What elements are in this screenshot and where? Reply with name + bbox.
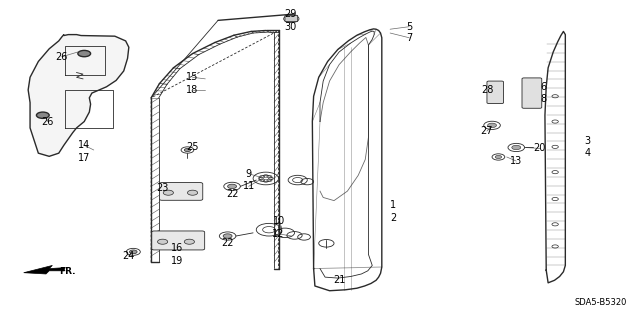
Text: 10: 10 — [273, 216, 285, 226]
Text: 23: 23 — [156, 183, 169, 193]
Circle shape — [78, 50, 91, 57]
Circle shape — [188, 190, 198, 195]
Text: 4: 4 — [584, 148, 591, 158]
Circle shape — [184, 239, 195, 244]
Text: 22: 22 — [221, 238, 234, 248]
FancyBboxPatch shape — [522, 78, 541, 108]
Text: 1: 1 — [390, 200, 396, 210]
Circle shape — [36, 112, 49, 118]
FancyBboxPatch shape — [159, 182, 203, 200]
Text: 29: 29 — [284, 9, 296, 19]
Text: 22: 22 — [226, 189, 238, 199]
Text: 20: 20 — [534, 144, 546, 153]
Text: 26: 26 — [56, 52, 68, 62]
Circle shape — [184, 148, 191, 152]
Text: 30: 30 — [284, 22, 296, 32]
Text: 8: 8 — [540, 94, 546, 104]
Circle shape — [129, 250, 137, 254]
Circle shape — [163, 190, 173, 195]
Circle shape — [488, 123, 497, 128]
Circle shape — [228, 184, 237, 189]
Text: 24: 24 — [123, 251, 135, 261]
Text: 9: 9 — [246, 169, 252, 179]
Text: 19: 19 — [170, 256, 183, 266]
FancyBboxPatch shape — [285, 15, 298, 22]
Text: 25: 25 — [186, 142, 199, 152]
Circle shape — [512, 145, 521, 150]
Text: FR.: FR. — [59, 267, 76, 276]
Text: 27: 27 — [481, 126, 493, 136]
Text: 11: 11 — [243, 182, 255, 191]
Circle shape — [157, 239, 168, 244]
FancyBboxPatch shape — [152, 231, 205, 250]
Text: 5: 5 — [406, 22, 412, 32]
Text: 14: 14 — [78, 140, 90, 150]
Circle shape — [495, 155, 502, 159]
Text: 2: 2 — [390, 213, 396, 223]
Text: 21: 21 — [333, 275, 346, 285]
Polygon shape — [24, 265, 65, 274]
Text: 13: 13 — [510, 156, 522, 166]
Text: 17: 17 — [78, 153, 90, 163]
Text: 16: 16 — [170, 243, 183, 253]
Text: 12: 12 — [273, 229, 285, 239]
Ellipse shape — [65, 81, 81, 93]
Text: 7: 7 — [406, 33, 412, 43]
Text: 15: 15 — [186, 72, 199, 82]
Polygon shape — [28, 34, 129, 156]
Text: 18: 18 — [186, 85, 198, 95]
Text: 26: 26 — [42, 116, 54, 127]
Text: SDA5-B5320: SDA5-B5320 — [575, 298, 627, 307]
FancyBboxPatch shape — [487, 81, 504, 104]
Circle shape — [223, 234, 232, 238]
Text: 6: 6 — [540, 82, 546, 92]
Text: 3: 3 — [584, 136, 591, 145]
Text: 28: 28 — [481, 85, 493, 95]
